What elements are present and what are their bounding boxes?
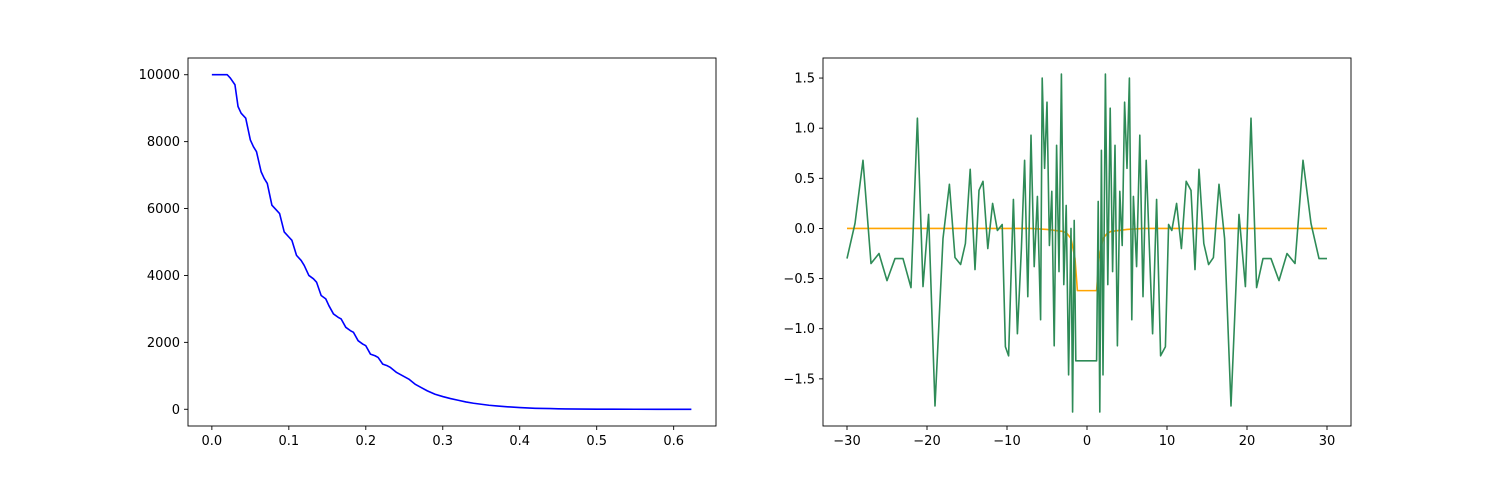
right-chart-axes: −30 −20 −10 0 10 20 30 −1.5 −1.0 −0.5 0.0 0.5 1.0 1.5 [783, 57, 1352, 449]
left-x-tick-label: 0.5 [586, 434, 607, 449]
left-y-tick-label: 2000 [147, 336, 180, 351]
right-x-tick-label: 10 [1159, 434, 1176, 449]
left-y-tick-label: 6000 [147, 202, 180, 217]
left-x-tick-label: 0.3 [432, 434, 453, 449]
right-y-tick-label: 1.5 [794, 72, 815, 87]
left-x-tick-label: 0.0 [202, 434, 223, 449]
right-series-line-1 [846, 73, 1327, 413]
left-chart-axes: 0.0 0.1 0.2 0.3 0.4 0.5 0.6 0 2000 4000 6000 8000 10… [139, 57, 717, 449]
right-y-tick-label: 1.0 [794, 122, 815, 137]
left-y-tick-label: 8000 [147, 135, 180, 150]
left-y-tick-label: 10000 [139, 68, 180, 83]
left-y-tick-label: 4000 [147, 269, 180, 284]
left-axes-frame [187, 57, 717, 427]
left-x-tick-label: 0.6 [663, 434, 684, 449]
right-y-tick-label: −1.0 [783, 322, 815, 337]
left-x-tick-label: 0.4 [509, 434, 530, 449]
right-x-tick-label: 30 [1319, 434, 1336, 449]
left-x-tick-label: 0.2 [355, 434, 376, 449]
left-y-tick-label: 0 [172, 403, 180, 418]
right-x-tick-label: −10 [993, 434, 1020, 449]
right-x-tick-label: −30 [833, 434, 860, 449]
right-x-tick-label: 20 [1239, 434, 1256, 449]
right-y-tick-label: 0.5 [794, 172, 815, 187]
left-x-tick-label: 0.1 [278, 434, 299, 449]
right-x-tick-label: 0 [1083, 434, 1091, 449]
right-y-tick-label: −0.5 [783, 272, 815, 287]
right-axes-frame [822, 57, 1352, 427]
right-x-tick-label: −20 [913, 434, 940, 449]
right-y-tick-label: 0.0 [794, 222, 815, 237]
left-series-line-0 [211, 73, 692, 411]
right-y-tick-label: −1.5 [783, 372, 815, 387]
